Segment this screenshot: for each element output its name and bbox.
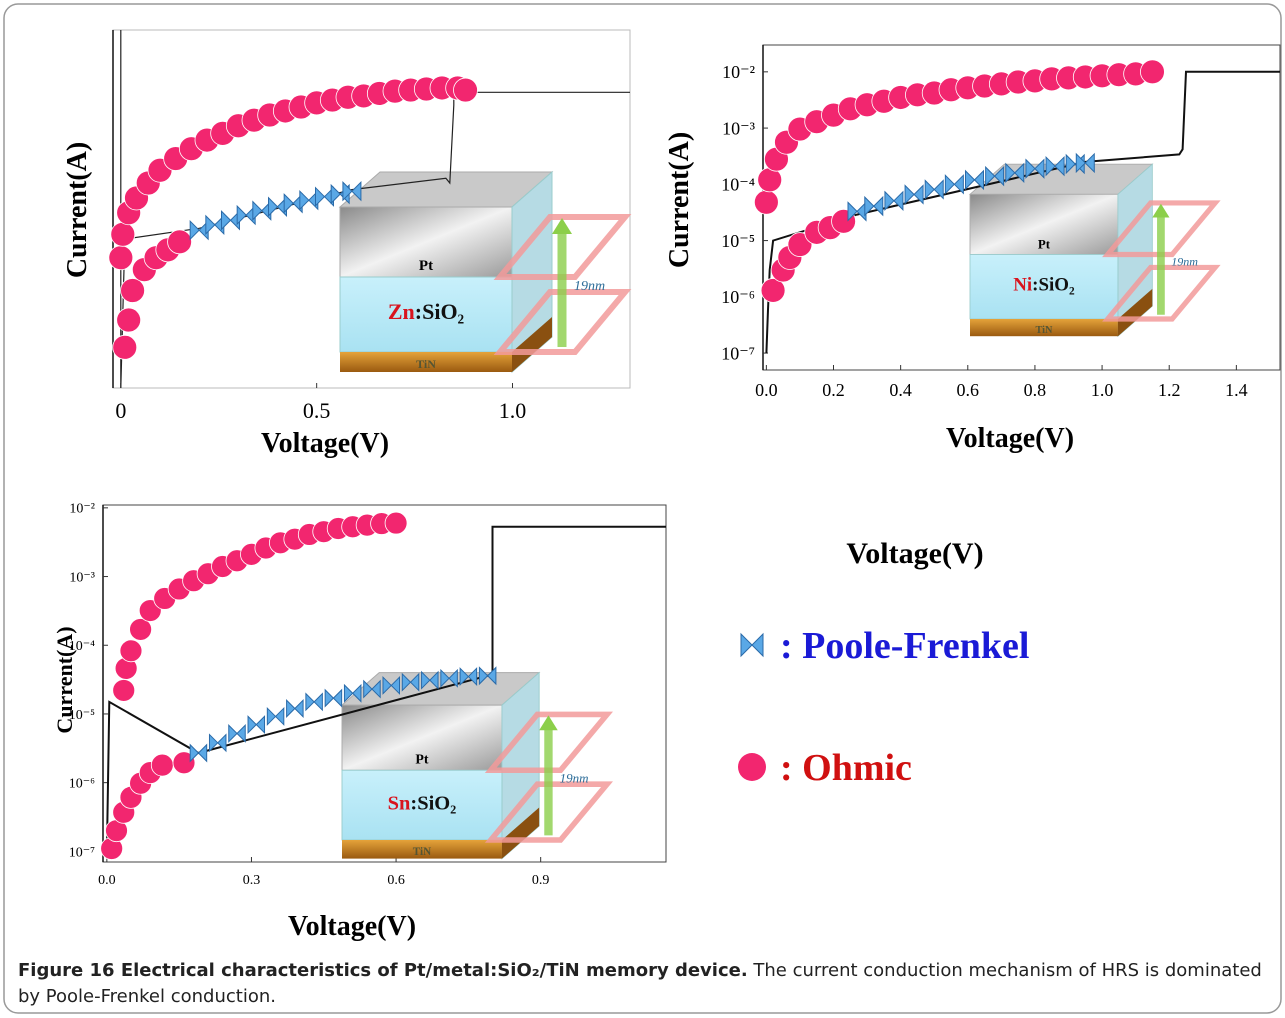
y-axis-title: Current(A) <box>62 142 93 278</box>
layer-label: Ni:SiO₂ <box>1013 275 1075 296</box>
layer-label: Zn:SiO₂ <box>388 299 465 324</box>
y-tick-label: 10⁻⁷ <box>69 845 95 860</box>
x-tick-label: 0.6 <box>387 873 405 888</box>
figure-canvas: 00.51.0Voltage(V)Current(A)PtZn:SiO₂TiN1… <box>0 0 1285 1018</box>
y-axis-title: Current(A) <box>664 132 695 268</box>
poole-frenkel-point <box>190 745 207 762</box>
pt-label: Pt <box>419 258 433 274</box>
poole-frenkel-point <box>229 725 246 742</box>
legend-title: Voltage(V) <box>846 537 983 570</box>
x-axis-title: Voltage(V) <box>261 428 389 459</box>
poole-frenkel-point <box>267 708 284 725</box>
x-tick-label: 0.2 <box>822 380 845 400</box>
pt-label: Pt <box>1038 237 1051 251</box>
legend-marker <box>738 753 766 781</box>
y-tick-label: 10⁻² <box>722 62 755 82</box>
ohmic-point <box>117 308 141 332</box>
x-axis-title: Voltage(V) <box>288 911 416 942</box>
ohmic-point <box>113 679 135 701</box>
ohmic-point <box>1140 60 1164 84</box>
legend-marker <box>741 634 763 656</box>
ohmic-point <box>121 279 145 303</box>
y-tick-label: 10⁻⁷ <box>721 343 755 363</box>
y-tick-label: 10⁻⁴ <box>721 175 755 195</box>
y-axis-title: Current(A) <box>52 626 77 733</box>
x-tick-label: 0.9 <box>532 873 550 888</box>
x-tick-label: 0.0 <box>98 873 116 888</box>
tin-label: TiN <box>416 357 436 371</box>
dopant-label: Zn <box>388 299 415 324</box>
ohmic-point <box>109 246 133 270</box>
figure: 00.51.0Voltage(V)Current(A)PtZn:SiO₂TiN1… <box>0 0 1285 1018</box>
y-tick-label: 10⁻⁶ <box>69 777 95 792</box>
ohmic-point <box>758 168 782 192</box>
ohmic-point <box>151 754 173 776</box>
x-tick-label: 0.5 <box>303 398 331 423</box>
thickness-label: 19nm <box>560 770 589 785</box>
legend-label: : Ohmic <box>780 747 912 789</box>
poole-frenkel-point <box>306 694 323 711</box>
x-tick-label: 1.0 <box>1091 380 1114 400</box>
host-label: :SiO₂ <box>415 299 465 324</box>
y-tick-label: 10⁻⁵ <box>721 231 755 251</box>
poole-frenkel-point <box>325 690 342 707</box>
filament-arrow-head <box>1152 204 1169 218</box>
host-label: :SiO₂ <box>1032 275 1075 296</box>
pt-label: Pt <box>415 753 429 768</box>
x-tick-label: 1.0 <box>499 398 527 423</box>
y-tick-label: 10⁻² <box>69 502 95 517</box>
caption: Figure 16 Electrical characteristics of … <box>18 958 1268 1010</box>
poole-frenkel-point <box>945 175 963 193</box>
caption-label: Figure 16 Electrical characteristics of … <box>18 960 748 981</box>
dopant-label: Sn <box>388 792 411 814</box>
dopant-label: Ni <box>1013 275 1032 296</box>
poole-frenkel-point <box>248 716 265 733</box>
x-tick-label: 0.6 <box>957 380 980 400</box>
device-inset: Pt Sn:SiO₂ TiN 19nm <box>342 673 607 859</box>
ohmic-point <box>111 222 135 246</box>
legend-label: : Poole-Frenkel <box>780 625 1029 667</box>
x-tick-label: 1.2 <box>1158 380 1181 400</box>
x-tick-label: 0 <box>115 398 126 423</box>
y-tick-label: 10⁻⁶ <box>721 287 755 307</box>
x-tick-label: 0.0 <box>755 380 778 400</box>
host-label: :SiO₂ <box>410 792 456 814</box>
y-tick-label: 10⁻³ <box>722 118 756 138</box>
x-axis-title: Voltage(V) <box>946 423 1074 454</box>
x-tick-label: 0.3 <box>243 873 261 888</box>
poole-frenkel-point <box>966 171 984 189</box>
ohmic-point <box>113 335 137 359</box>
tin-label: TiN <box>413 846 431 858</box>
layer-label: Sn:SiO₂ <box>388 792 457 814</box>
poole-frenkel-point <box>287 700 304 717</box>
ohmic-point <box>454 78 478 102</box>
device-inset: Pt Ni:SiO₂ TiN 19nm <box>970 164 1215 336</box>
x-tick-label: 0.4 <box>889 380 912 400</box>
x-tick-label: 1.4 <box>1225 380 1248 400</box>
thickness-label: 19nm <box>574 279 605 294</box>
poole-frenkel-point <box>848 202 866 220</box>
filament-arrow-head <box>539 715 558 730</box>
ohmic-point <box>168 230 192 254</box>
tin-label: TiN <box>1035 325 1053 336</box>
thickness-label: 19nm <box>1171 255 1198 269</box>
device-inset: Pt Zn:SiO₂ TiN 19nm <box>340 172 625 372</box>
ohmic-point <box>385 512 407 534</box>
filament-arrow-head <box>552 218 572 234</box>
ohmic-point <box>120 640 142 662</box>
y-tick-label: 10⁻³ <box>69 570 95 585</box>
ohmic-point <box>754 190 778 214</box>
x-tick-label: 0.8 <box>1024 380 1047 400</box>
poole-frenkel-point <box>865 197 883 215</box>
